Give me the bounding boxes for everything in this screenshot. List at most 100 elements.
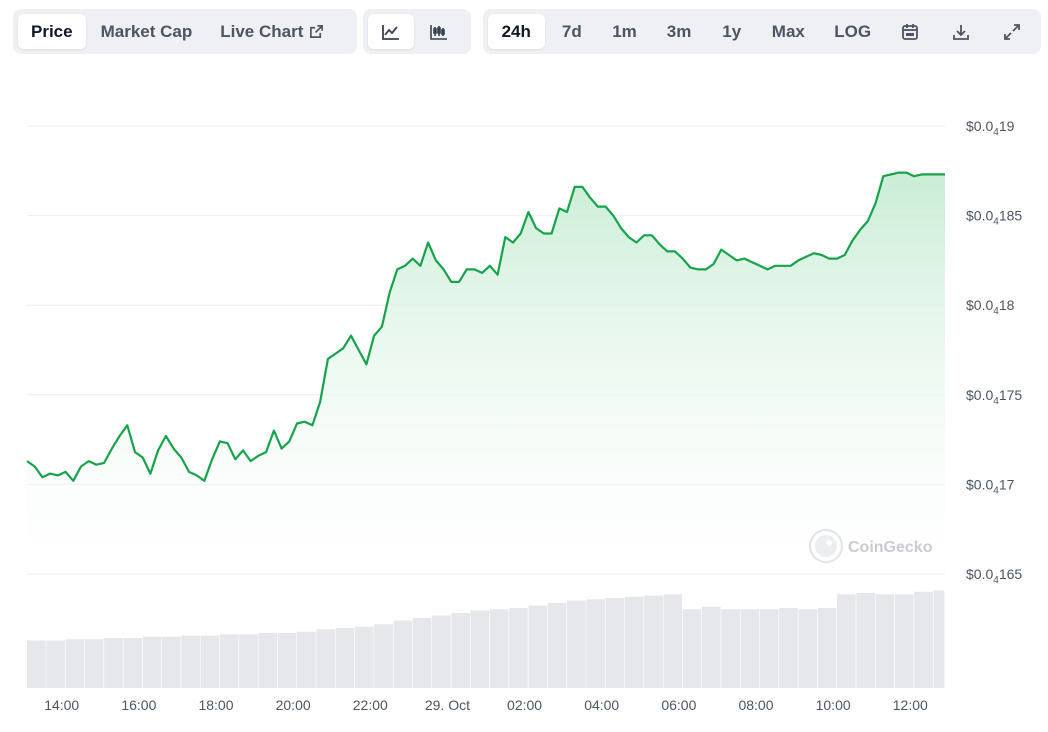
range-group: 24h 7d 1m 3m 1y Max LOG xyxy=(483,9,1041,54)
x-tick-label: 22:00 xyxy=(353,697,388,713)
external-link-icon xyxy=(309,24,324,39)
volume-bar xyxy=(219,634,239,688)
volume-bar xyxy=(933,590,945,688)
volume-bar xyxy=(798,609,818,688)
range-7d-label: 7d xyxy=(561,21,582,41)
tab-price-label: Price xyxy=(31,21,73,41)
volume-bar xyxy=(46,640,65,688)
watermark-text: CoinGecko xyxy=(848,539,933,556)
volume-bar xyxy=(470,610,490,688)
volume-bar xyxy=(779,608,798,688)
tab-price[interactable]: Price xyxy=(18,14,86,49)
volume-bar xyxy=(759,609,779,688)
volume-bar xyxy=(875,594,895,688)
volume-bar xyxy=(277,633,297,688)
range-max[interactable]: Max xyxy=(757,14,819,49)
volume-bar xyxy=(354,626,374,688)
volume-bar xyxy=(316,629,335,688)
volume-bar xyxy=(702,606,721,688)
tab-market-cap[interactable]: Market Cap xyxy=(88,14,206,49)
calendar-button[interactable] xyxy=(886,14,935,49)
x-tick-label: 06:00 xyxy=(661,697,696,713)
volume-bar xyxy=(162,636,181,688)
volume-bar xyxy=(663,594,683,688)
volume-bar xyxy=(894,594,914,688)
volume-bar xyxy=(258,633,278,688)
volume-bar xyxy=(528,605,548,688)
volume-bar xyxy=(374,624,393,688)
range-1y-label: 1y xyxy=(722,21,742,41)
volume-bar xyxy=(624,596,644,688)
chart-toolbar: Price Market Cap Live Chart xyxy=(13,9,1041,54)
volume-bar xyxy=(412,618,432,688)
price-line-group xyxy=(26,171,945,482)
range-max-label: Max xyxy=(771,21,805,41)
x-tick-label: 14:00 xyxy=(44,697,79,713)
volume-bar xyxy=(682,609,702,688)
volume-bar xyxy=(644,595,663,688)
coingecko-logo-icon xyxy=(809,529,843,563)
range-log-label: LOG xyxy=(834,21,872,41)
volume-bar xyxy=(393,620,413,688)
range-1y[interactable]: 1y xyxy=(708,14,755,49)
download-icon xyxy=(952,23,970,41)
tab-live-chart-label: Live Chart xyxy=(220,21,304,41)
volume-bar xyxy=(547,603,567,688)
volume-bar xyxy=(837,594,856,688)
volume-bar xyxy=(200,635,220,688)
candlestick-chart-icon xyxy=(429,23,449,41)
x-tick-label: 10:00 xyxy=(816,697,851,713)
expand-icon xyxy=(1003,23,1021,41)
range-3m-label: 3m xyxy=(666,21,692,41)
volume-bar xyxy=(914,591,933,688)
tab-market-cap-label: Market Cap xyxy=(100,21,193,41)
range-24h-label: 24h xyxy=(501,21,531,41)
range-24h[interactable]: 24h xyxy=(488,14,545,49)
volume-bar xyxy=(84,639,104,688)
volume-bar xyxy=(740,609,760,688)
y-tick-label: $0.0419 xyxy=(966,118,1015,138)
range-7d[interactable]: 7d xyxy=(547,14,598,49)
volume-bar xyxy=(297,631,316,688)
download-button[interactable] xyxy=(937,14,986,49)
volume-bar xyxy=(451,613,470,688)
range-3m[interactable]: 3m xyxy=(652,14,707,49)
x-tick-label: 02:00 xyxy=(507,697,542,713)
x-axis-labels: 14:00 16:00 18:00 20:00 22:00 29. Oct 02:00 04:… xyxy=(44,697,928,713)
expand-button[interactable] xyxy=(987,14,1036,49)
y-axis-labels: $0.0419 $0.04185 $0.0418 $0.04175 $0.0417 $0.… xyxy=(966,118,1022,586)
tab-live-chart[interactable]: Live Chart xyxy=(207,14,337,49)
volume-bar xyxy=(817,608,837,688)
watermark: CoinGecko xyxy=(809,529,933,563)
range-1m[interactable]: 1m xyxy=(599,14,650,49)
x-tick-label: 18:00 xyxy=(198,697,233,713)
candlestick-chart-button[interactable] xyxy=(416,14,462,49)
volume-bar xyxy=(142,636,162,688)
y-tick-label: $0.04165 xyxy=(966,566,1022,586)
volume-bar xyxy=(104,638,123,688)
y-tick-label: $0.0418 xyxy=(966,297,1015,317)
volume-bar xyxy=(65,639,85,688)
y-tick-label: $0.0417 xyxy=(966,476,1015,496)
volume-bar xyxy=(605,598,625,688)
volume-bar xyxy=(586,599,605,688)
volume-bar xyxy=(181,635,200,688)
volume-bar xyxy=(123,638,143,688)
range-1m-label: 1m xyxy=(612,21,637,41)
metric-tab-group: Price Market Cap Live Chart xyxy=(13,9,357,54)
volume-bar xyxy=(335,628,355,688)
volume-bar xyxy=(856,593,875,688)
x-tick-label: 12:00 xyxy=(893,697,928,713)
calendar-icon xyxy=(901,23,919,41)
range-log[interactable]: LOG xyxy=(822,14,884,49)
y-tick-label: $0.04175 xyxy=(966,387,1022,407)
x-tick-label: 04:00 xyxy=(584,697,619,713)
line-chart-icon xyxy=(381,23,401,41)
volume-bar xyxy=(239,634,258,688)
x-tick-label: 29. Oct xyxy=(425,697,470,713)
x-tick-label: 08:00 xyxy=(738,697,773,713)
price-line xyxy=(26,171,945,482)
volume-bar xyxy=(27,640,46,688)
line-chart-button[interactable] xyxy=(368,14,414,49)
